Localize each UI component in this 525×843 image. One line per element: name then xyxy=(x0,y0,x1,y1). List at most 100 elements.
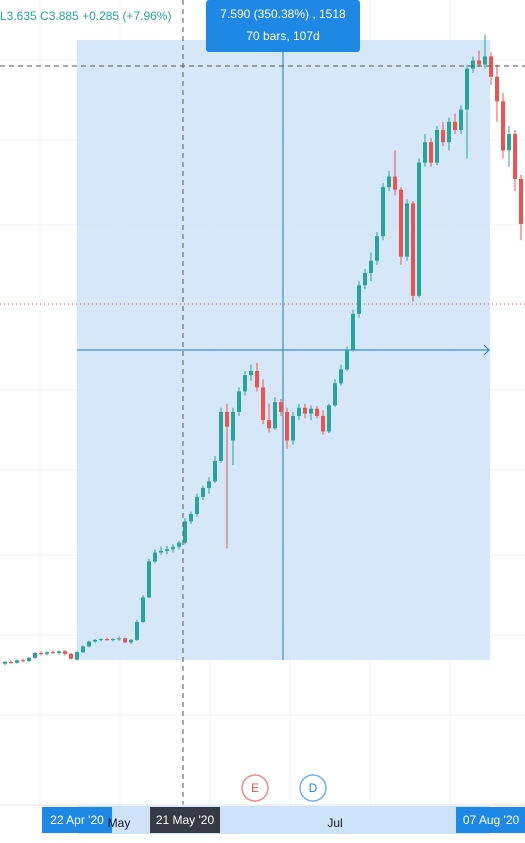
candle-body xyxy=(117,638,121,640)
candle-body xyxy=(57,651,61,653)
x-tick-label: 07 Aug '20 xyxy=(463,813,520,827)
candle-body xyxy=(249,371,253,376)
candle-body xyxy=(387,176,391,188)
candle-body xyxy=(279,402,283,412)
candle-body xyxy=(297,407,301,416)
candle-body xyxy=(75,652,79,660)
candle-body xyxy=(27,657,31,662)
candle-body xyxy=(129,639,133,643)
time-label-box xyxy=(456,807,525,833)
candle-body xyxy=(459,109,463,130)
candle-body xyxy=(483,56,487,65)
candle-body xyxy=(195,496,199,515)
candle-body xyxy=(15,660,19,663)
candle-body xyxy=(69,653,73,659)
candle-body xyxy=(327,405,331,432)
dividend-label: D xyxy=(309,781,318,795)
time-label-box xyxy=(42,807,112,833)
x-tick-label: 22 Apr '20 xyxy=(50,813,104,827)
time-axis: 22 Apr '20 May 21 May '20 Jul 07 Aug '20 xyxy=(42,807,525,833)
time-label-box xyxy=(150,807,220,833)
candle-body xyxy=(417,162,421,296)
candle-body xyxy=(441,129,445,143)
measure-line1: 7.590 (350.38%) , 1518 xyxy=(220,7,346,21)
candle-body xyxy=(207,481,211,488)
candle-body xyxy=(393,176,397,190)
candle-body xyxy=(171,546,175,550)
candle-body xyxy=(399,189,403,257)
x-tick-label: May xyxy=(108,816,131,830)
candles xyxy=(3,34,523,666)
candle-body xyxy=(147,561,151,598)
candle-body xyxy=(201,487,205,497)
candle-body xyxy=(33,652,37,658)
candle-body xyxy=(177,542,181,547)
candle-body xyxy=(159,550,163,553)
measure-line2: 70 bars, 107d xyxy=(246,29,319,43)
candle-body xyxy=(435,129,439,163)
candle-body xyxy=(303,407,307,414)
candle-body xyxy=(87,641,91,647)
dividend-marker[interactable] xyxy=(299,774,327,802)
candle-body xyxy=(333,383,337,406)
candle-body xyxy=(477,60,481,65)
candle-body xyxy=(231,411,235,441)
candle-body xyxy=(381,187,385,237)
candle-body xyxy=(237,391,241,412)
candle-body xyxy=(9,661,13,663)
candle-body xyxy=(21,660,25,662)
candle-body xyxy=(99,639,103,641)
candle-body xyxy=(363,272,367,286)
x-tick-label: Jul xyxy=(327,816,342,830)
earnings-label: E xyxy=(251,781,259,795)
candle-body xyxy=(429,142,433,163)
earnings-marker[interactable] xyxy=(241,774,269,802)
candle-body xyxy=(219,411,223,461)
candle-body xyxy=(123,638,127,643)
candle-body xyxy=(369,260,373,273)
candle-body xyxy=(45,652,49,654)
candle-body xyxy=(243,375,247,392)
candle-body xyxy=(273,402,277,429)
candle-body xyxy=(291,415,295,441)
candle-body xyxy=(345,349,349,370)
candle-body xyxy=(411,203,415,296)
candle-body xyxy=(153,552,157,562)
candle-body xyxy=(3,661,7,664)
candle-body xyxy=(51,652,55,654)
candle-body xyxy=(489,56,493,77)
time-axis-range xyxy=(77,806,490,834)
candle-body xyxy=(405,203,409,257)
candle-body xyxy=(351,313,355,350)
candle-body xyxy=(315,408,319,416)
candle-body xyxy=(285,411,289,441)
candle-body xyxy=(225,411,229,427)
legend-values: L3.635 C3.885 +0.285 (+7.96%) xyxy=(0,9,171,23)
candle-body xyxy=(339,369,343,384)
candle-body xyxy=(63,651,67,654)
candle-body xyxy=(255,371,259,388)
candle-body xyxy=(81,646,85,653)
candle-body xyxy=(423,142,427,163)
candle-body xyxy=(165,549,169,551)
measure-label-box xyxy=(206,0,360,52)
x-tick-label: 21 May '20 xyxy=(156,813,215,827)
candle-body xyxy=(183,521,187,543)
candle-body xyxy=(141,597,145,622)
candle-body xyxy=(495,76,499,102)
candle-body xyxy=(447,121,451,143)
candle-body xyxy=(105,639,109,641)
measure-arrow xyxy=(483,344,490,356)
candle-body xyxy=(507,134,511,151)
candle-body xyxy=(93,639,97,642)
candle-body xyxy=(213,460,217,482)
candle-body xyxy=(321,415,325,432)
candle-body xyxy=(111,639,115,641)
candle-body xyxy=(375,236,379,261)
candle-body xyxy=(453,121,457,130)
candle-body xyxy=(501,101,505,151)
candle-body xyxy=(357,285,361,314)
candle-body xyxy=(519,178,523,224)
candle-body xyxy=(465,68,469,110)
